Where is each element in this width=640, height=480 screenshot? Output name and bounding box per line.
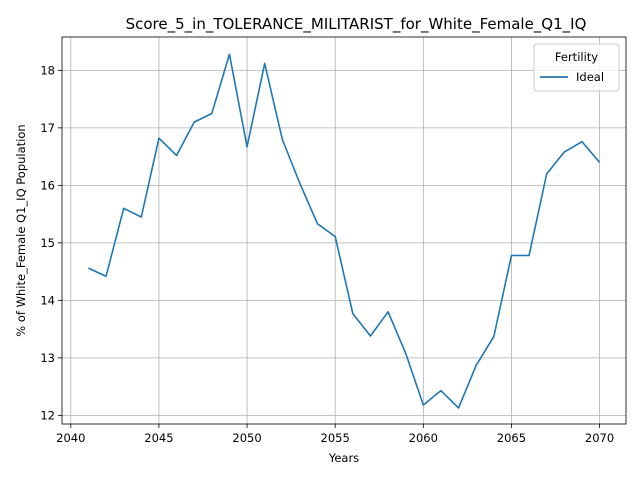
x-axis-label: Years — [328, 451, 359, 465]
legend-title: Fertility — [555, 50, 598, 64]
y-tick-label: 14 — [40, 293, 55, 307]
y-axis-label: % of White_Female Q1_IQ Population — [14, 124, 28, 336]
y-tick-label: 17 — [40, 121, 55, 135]
y-tick-label: 15 — [40, 236, 55, 250]
x-tick-label: 2050 — [232, 431, 261, 445]
legend-label-ideal: Ideal — [576, 70, 604, 84]
x-tick-label: 2040 — [56, 431, 85, 445]
x-tick-label: 2070 — [585, 431, 614, 445]
x-tick-label: 2060 — [409, 431, 438, 445]
x-axis: 2040 2045 2050 2055 2060 2065 2070 — [56, 424, 614, 445]
y-tick-label: 18 — [40, 63, 55, 77]
legend-box — [533, 43, 620, 92]
y-tick-label: 16 — [40, 178, 55, 192]
series-line-ideal — [88, 53, 601, 409]
y-tick-label: 13 — [40, 351, 55, 365]
legend: Fertility Ideal — [533, 43, 620, 92]
y-axis: 12 13 14 15 16 17 18 — [40, 63, 62, 422]
series-group — [88, 53, 601, 409]
x-tick-label: 2045 — [144, 431, 173, 445]
chart-title: Score_5_in_TOLERANCE_MILITARIST_for_Whit… — [126, 15, 587, 34]
x-tick-label: 2065 — [497, 431, 526, 445]
y-tick-label: 12 — [40, 408, 55, 422]
x-tick-label: 2055 — [321, 431, 350, 445]
plot-frame — [61, 36, 627, 425]
